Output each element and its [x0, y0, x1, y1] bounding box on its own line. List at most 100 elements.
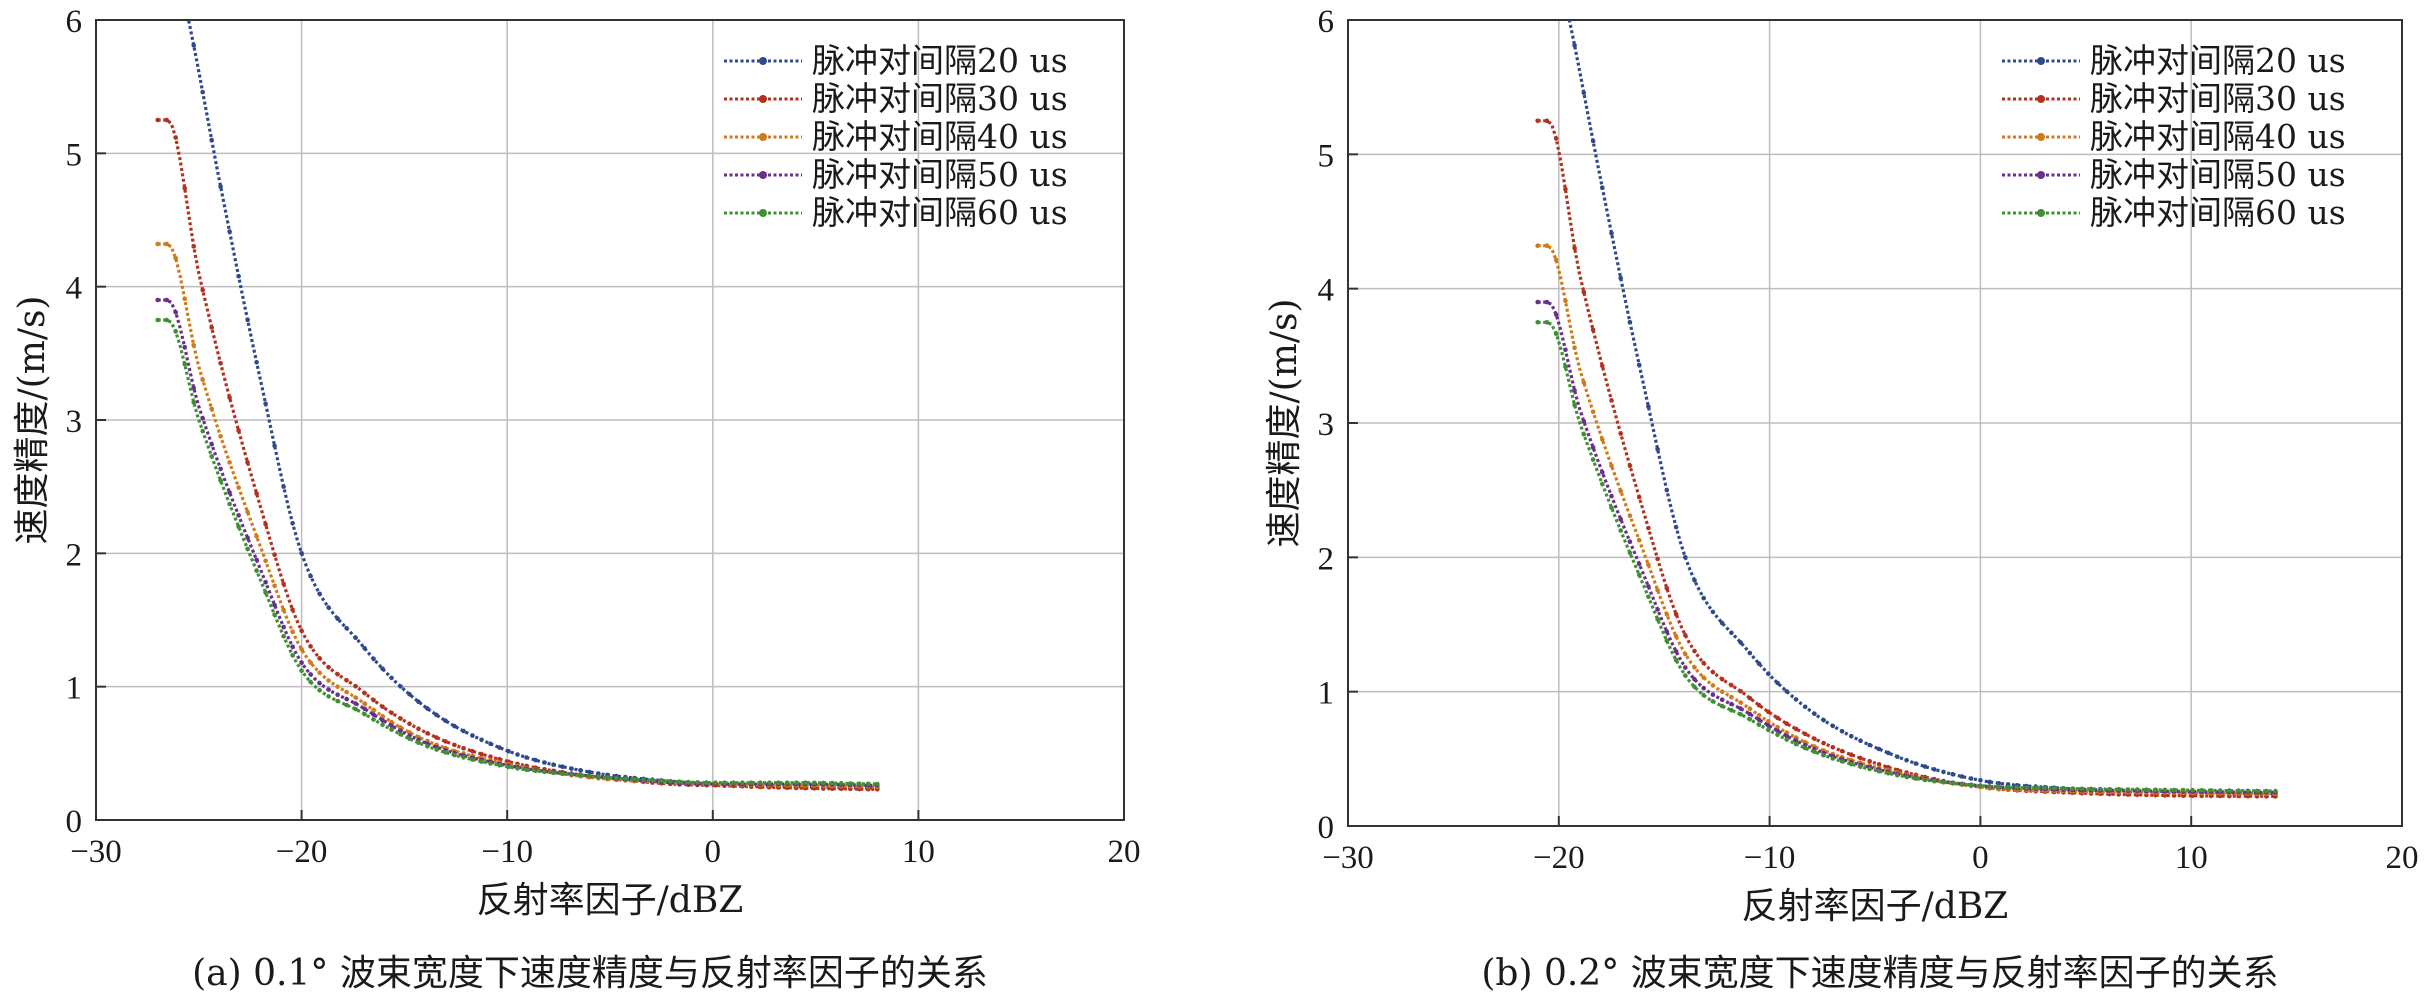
panel-a-x-tick-label: 10 [902, 834, 935, 870]
panel-b-data-point [1683, 632, 1688, 638]
panel-b-data-point [1867, 766, 1872, 772]
panel-b-data-point [1563, 187, 1568, 192]
panel-a-data-point [371, 697, 376, 703]
panel-b-data-point [1766, 709, 1771, 715]
panel-a-series-markers-2 [155, 117, 880, 792]
panel-a-x-axis-label: 反射率因子/dBZ [477, 880, 744, 921]
panel-b-data-point [1544, 299, 1550, 305]
panel-b-data-point [1618, 275, 1623, 281]
panel-a-data-point [497, 762, 502, 768]
panel-a-data-point [254, 557, 259, 563]
panel-b-data-point [1655, 587, 1660, 593]
panel-b-data-point [1701, 693, 1706, 698]
panel-b-data-point [1719, 676, 1725, 682]
panel-b-data-point [1646, 594, 1651, 600]
panel-a-data-point [335, 684, 340, 689]
panel-b-plot-frame [1347, 19, 2403, 827]
panel-b-data-point [1655, 607, 1660, 612]
panel-b-data-point [1581, 289, 1587, 295]
panel-a-data-point [155, 297, 160, 303]
panel-b-data-point [1719, 697, 1725, 702]
panel-b-data-point [1636, 537, 1642, 543]
panel-b-data-point [1830, 723, 1836, 729]
panel-b-x-ticks: −30 −20 −10 0 10 20 [1322, 840, 2418, 876]
panel-b-data-point [1646, 562, 1651, 568]
panel-a-data-point [488, 754, 493, 759]
panel-b-data-point [1729, 694, 1734, 700]
panel-a-data-point [254, 491, 259, 496]
panel-b-legend-label: 脉冲对间隔50 us [2090, 155, 2346, 194]
panel-b-data-point [1950, 781, 1955, 786]
panel-a-data-point [380, 704, 385, 709]
panel-b-data-point [1876, 746, 1882, 752]
panel-b-legend-marker [2037, 57, 2045, 65]
panel-a-data-point [794, 780, 799, 785]
panel-b-series-line-3 [1537, 244, 2276, 796]
panel-b-data-point [1673, 634, 1679, 639]
panel-b-data-point [1738, 712, 1743, 717]
panel-b-data-point [1895, 772, 1900, 778]
panel-b-data-point [2015, 785, 2020, 790]
panel-a-legend-marker [759, 95, 767, 103]
panel-a-data-point [353, 695, 358, 700]
panel-b-data-point [1664, 585, 1670, 591]
panel-a-data-point [353, 706, 358, 712]
panel-b-data-point [1627, 513, 1633, 518]
panel-a-data-point [182, 296, 187, 302]
panel-a-data-point [560, 771, 565, 776]
panel-a-data-point [371, 707, 376, 713]
panel-a-data-point [308, 644, 313, 649]
panel-b-data-point [2171, 787, 2177, 793]
panel-a-data-point [677, 779, 682, 784]
panel-b-data-point [1710, 692, 1716, 697]
panel-b-data-point [2098, 786, 2103, 792]
panel-a-y-tick-label: 5 [66, 137, 83, 173]
panel-a-caption: (a) 0.1° 波束宽度下速度精度与反射率因子的关系 [192, 953, 988, 994]
panel-b-data-point [1784, 733, 1789, 739]
panel-a-data-point [209, 325, 214, 330]
panel-a-legend-item-4: 脉冲对间隔50 us [724, 155, 1068, 194]
panel-b-data-point [1932, 767, 1937, 772]
panel-b-legend-label: 脉冲对间隔40 us [2090, 117, 2346, 156]
panel-b-data-point [1673, 657, 1679, 663]
panel-b-data-point [2024, 785, 2029, 790]
panel-b-data-point [1839, 748, 1845, 754]
panel-b-x-tick-label: −20 [1533, 840, 1585, 876]
panel-b-data-point [1590, 445, 1596, 450]
panel-a-data-point [254, 568, 259, 573]
panel-a-data-point [155, 117, 160, 123]
panel-b-data-point [1812, 749, 1817, 755]
panel-a-data-point [164, 317, 169, 323]
panel-a-data-point [425, 744, 430, 749]
panel-a-data-point [218, 434, 223, 439]
panel-b-data-point [1535, 299, 1540, 305]
panel-a-series-markers-4 [155, 297, 880, 788]
panel-a-y-tick-label: 1 [66, 671, 83, 707]
panel-b-data-point [1987, 784, 1992, 789]
panel-a-data-point [740, 780, 745, 785]
panel-a-data-point [362, 711, 367, 717]
panel-b-data-point [1618, 516, 1623, 522]
panel-b-data-point [2236, 788, 2241, 793]
panel-a-data-point [344, 689, 349, 695]
panel-b-data-point [1646, 525, 1651, 531]
panel-b-data-point [1775, 724, 1780, 730]
panel-b-series-markers-5 [1535, 320, 2278, 794]
panel-b-data-point [2107, 786, 2112, 792]
panel-a-data-point [443, 739, 448, 744]
panel-a-data-point [182, 361, 187, 367]
panel-b-data-point [1747, 695, 1753, 701]
panel-a-data-point [263, 590, 268, 595]
panel-a-data-point [371, 712, 376, 717]
panel-a-data-point [398, 716, 403, 721]
panel-a-data-point [335, 692, 340, 697]
panel-b-data-point [1710, 699, 1716, 704]
panel-a-data-point [200, 377, 205, 383]
panel-b-data-point [1701, 685, 1706, 691]
panel-b-data-point [1941, 769, 1946, 775]
panel-a-data-point [209, 406, 214, 412]
panel-a-data-point [209, 137, 214, 143]
panel-a-data-point [578, 772, 583, 778]
